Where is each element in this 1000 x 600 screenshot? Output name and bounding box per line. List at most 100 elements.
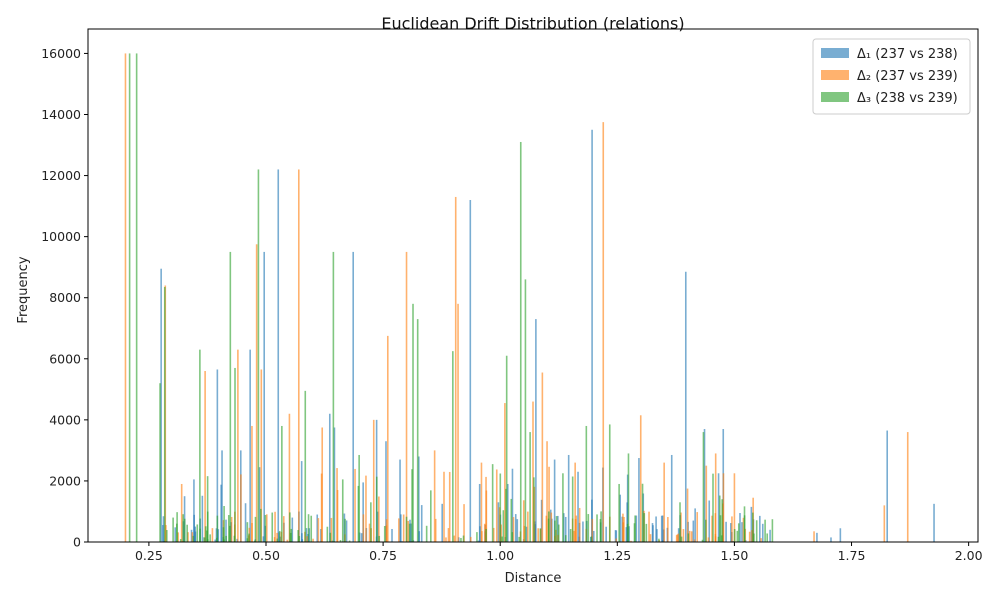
bar (180, 483, 183, 542)
bar-minor (336, 468, 338, 542)
bar-minor (329, 532, 332, 542)
bar-minor (227, 515, 230, 542)
x-tick-label: 1.50 (720, 548, 748, 563)
bar-minor (162, 516, 165, 542)
bar-minor (196, 524, 199, 542)
bar (300, 461, 303, 542)
x-tick-label: 1.25 (603, 548, 631, 563)
bar (524, 279, 527, 542)
bar (714, 453, 717, 542)
bar (750, 506, 753, 542)
bar-minor (215, 537, 218, 542)
bar (386, 335, 389, 542)
bar-minor (592, 530, 595, 542)
bar-minor (677, 533, 680, 542)
bar-minor (348, 540, 351, 542)
bar-minor (265, 514, 268, 542)
bar-minor (658, 538, 660, 542)
bar-minor (289, 532, 292, 542)
bar (480, 462, 483, 542)
y-tick-label: 12000 (41, 168, 81, 183)
bar-minor (557, 524, 560, 542)
bar-minor (701, 539, 704, 542)
chart-title: Euclidean Drift Distribution (relations) (381, 14, 684, 33)
bar-minor (179, 539, 182, 542)
bar-minor (590, 536, 593, 542)
bar (281, 425, 283, 542)
bar-minor (731, 516, 733, 542)
bar-minor (630, 540, 632, 542)
bar-minor (286, 539, 289, 542)
bar (933, 503, 935, 542)
bar (525, 526, 528, 542)
bar (504, 403, 506, 542)
bar (257, 169, 260, 542)
bar (686, 488, 689, 542)
bar-minor (752, 512, 754, 542)
bar-minor (398, 518, 400, 542)
bar-minor (312, 538, 314, 542)
bar-minor (191, 532, 194, 542)
bar-minor (649, 534, 652, 542)
legend-label-delta1: Δ₁ (237 vs 238) (857, 47, 958, 62)
bar-minor (635, 515, 638, 542)
bar (605, 526, 607, 542)
bar-minor (402, 514, 405, 542)
bar-minor (276, 532, 278, 542)
bar (341, 479, 344, 542)
bar (174, 527, 176, 542)
bar-minor (187, 532, 189, 542)
bar-minor (240, 474, 242, 542)
bar-minor (614, 530, 617, 542)
bar (638, 458, 640, 542)
bar (619, 494, 621, 542)
bar (417, 456, 420, 542)
bar-minor (759, 515, 761, 542)
bar-minor (554, 520, 556, 542)
bar-minor (317, 518, 320, 542)
y-tick-label: 2000 (49, 473, 81, 488)
bar (813, 531, 815, 542)
bar-minor (499, 473, 502, 542)
bar (505, 355, 508, 542)
bar-minor (276, 538, 279, 542)
x-tick-label: 2.00 (955, 548, 983, 563)
bar-minor (360, 533, 363, 542)
bar (469, 200, 472, 542)
bar (886, 430, 888, 542)
bar (703, 429, 706, 542)
bar (491, 464, 494, 542)
bar (234, 367, 236, 542)
bar-minor (408, 523, 411, 542)
legend-label-delta2: Δ₂ (237 vs 239) (857, 69, 958, 84)
bar-minor (383, 526, 386, 542)
legend-swatch-delta2 (821, 70, 849, 80)
bar-minor (555, 516, 558, 542)
bar-minor (742, 517, 745, 542)
bar-minor (177, 532, 179, 542)
bar (221, 450, 223, 542)
bar (216, 369, 219, 542)
bar (135, 53, 138, 543)
bar-minor (305, 528, 308, 542)
bar-minor (222, 527, 225, 542)
bar-minor (761, 523, 764, 542)
bar-minor (262, 536, 265, 542)
bar (562, 473, 564, 542)
bar (416, 319, 419, 542)
bar-minor (225, 519, 227, 542)
bar-minor (476, 532, 478, 542)
bar-minor (682, 529, 685, 542)
bar (328, 413, 331, 542)
bar-minor (411, 469, 413, 542)
bar-minor (216, 515, 219, 542)
bar-minor (533, 477, 535, 542)
bar-minor (244, 503, 247, 542)
bar (372, 419, 375, 542)
bar (433, 450, 436, 542)
bar-minor (502, 510, 505, 542)
bar (684, 271, 687, 542)
bar-minor (362, 514, 365, 542)
bar-minor (667, 517, 669, 542)
bar-minor (736, 530, 739, 542)
